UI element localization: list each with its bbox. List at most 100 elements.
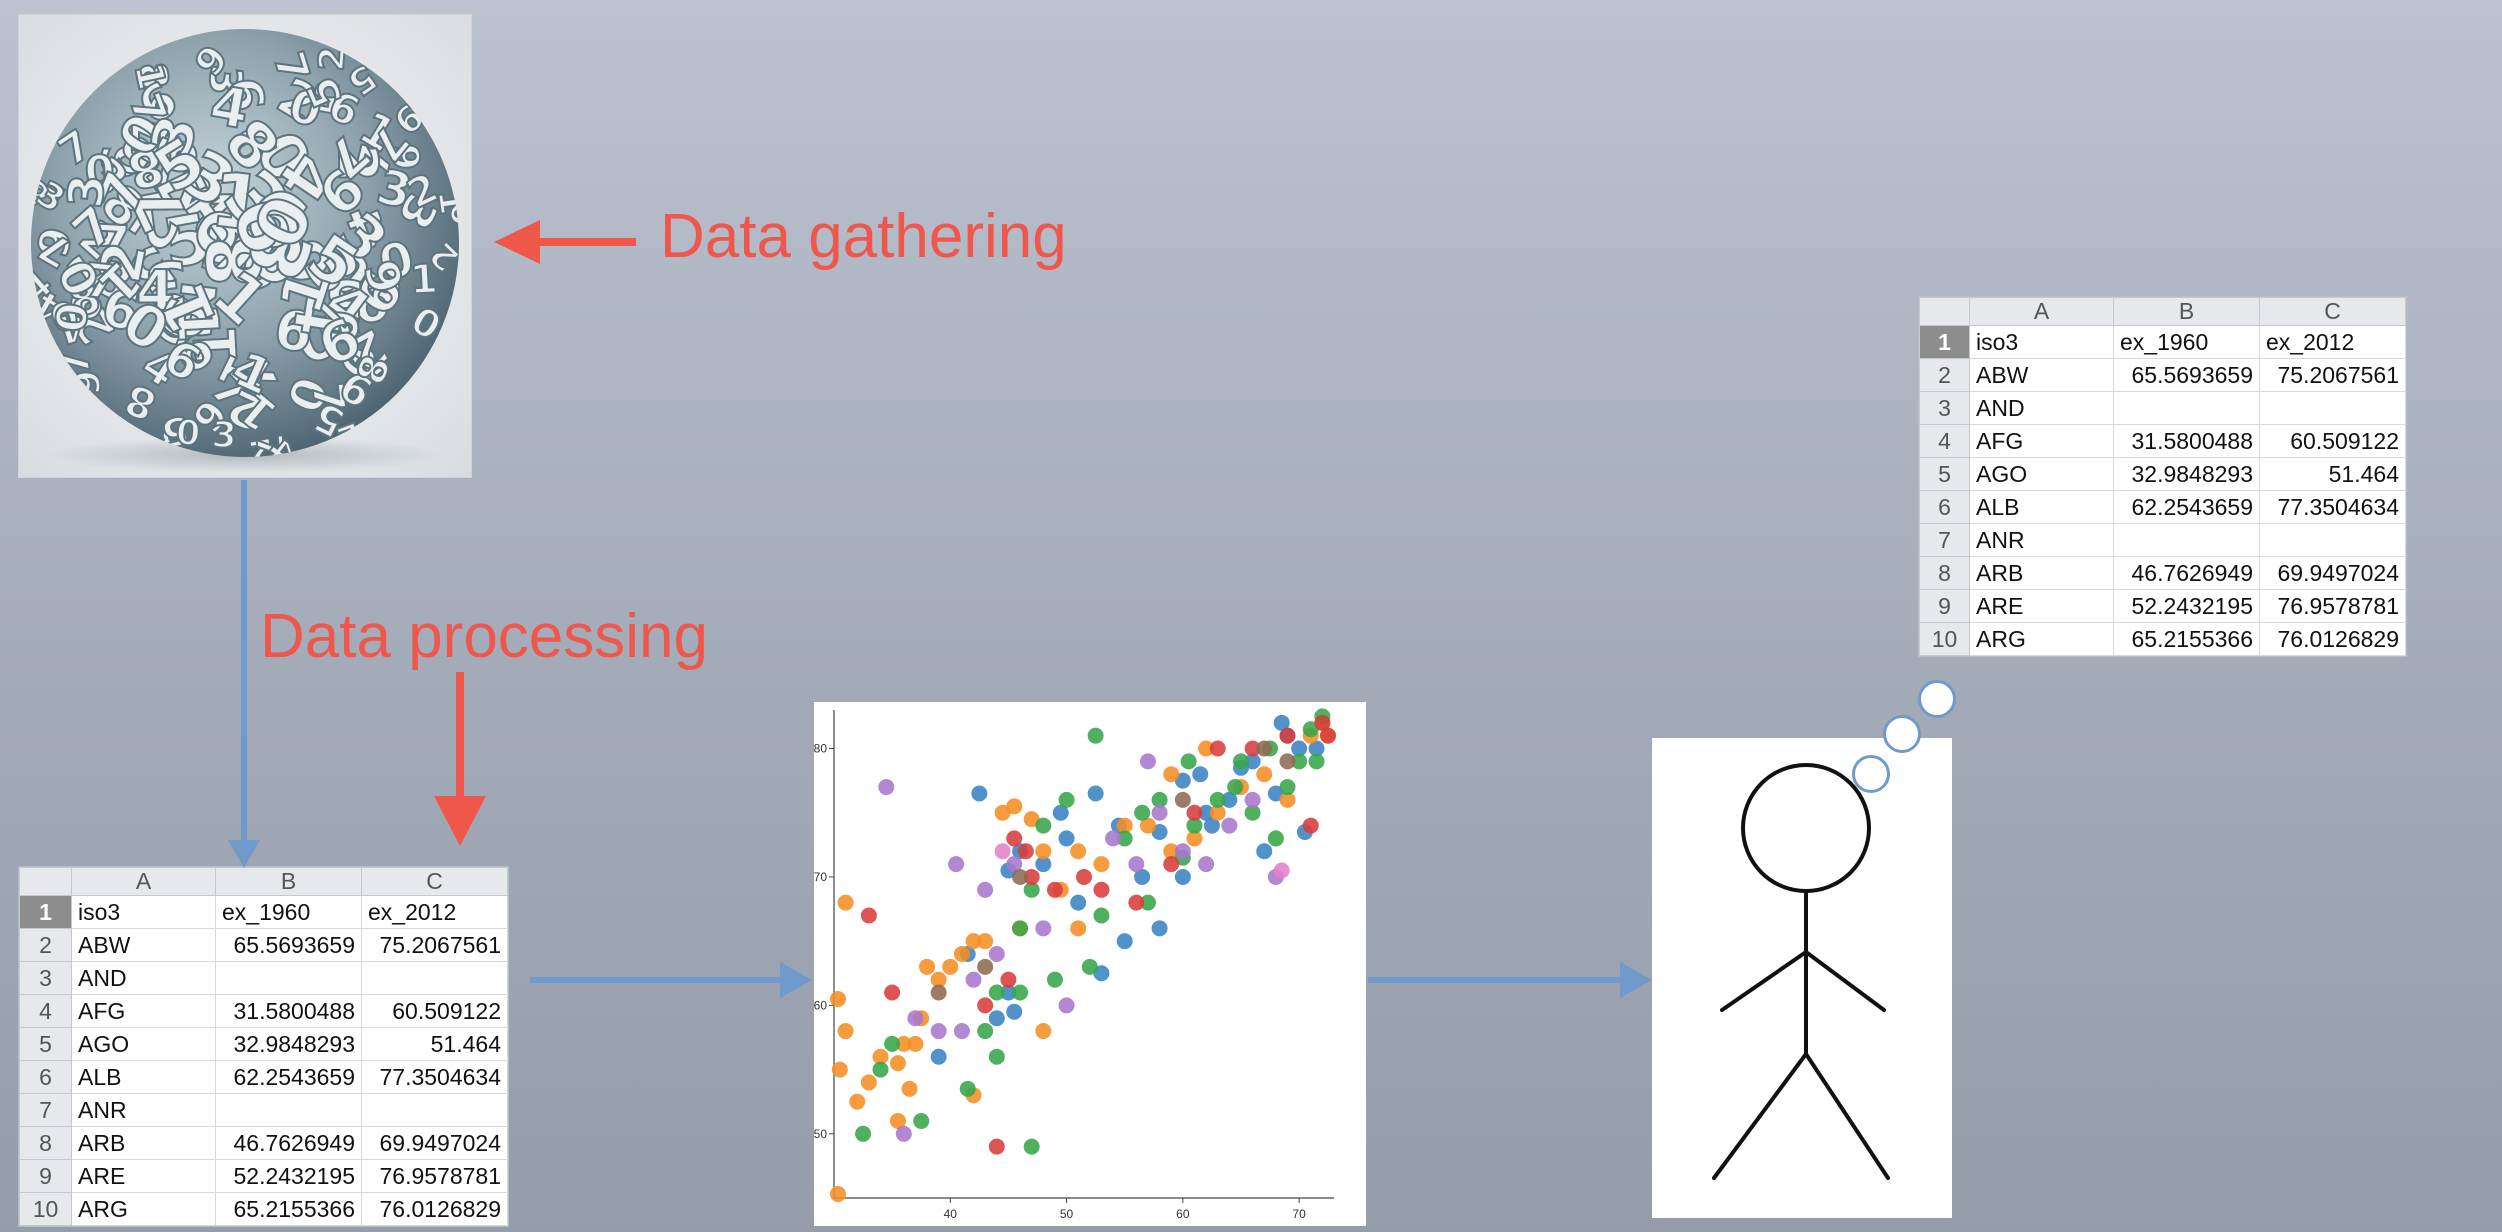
data-point [1134,804,1151,821]
data-point [1093,856,1110,873]
data-point [1151,791,1168,808]
x-tick-label: 70 [1292,1207,1306,1221]
data-point [930,1023,947,1040]
data-point [1256,843,1273,860]
data-gathering-label: Data gathering [660,202,1067,271]
cell-iso3: AND [71,961,216,995]
cell-ex-2012: 77.3504634 [361,1060,508,1094]
data-point [860,1074,877,1091]
data-point [1174,772,1191,789]
data-point [965,933,982,950]
data-point [930,971,947,988]
row-number: 10 [1919,622,1970,656]
ball-digit-glyph: 1 [181,324,251,368]
spreadsheet-table: A B C 1 iso3 ex_1960 ex_2012 2 ABW 65.5693659… [1919,297,2406,656]
row-number: 6 [1919,490,1970,524]
ball-digit-glyph: 0 [46,300,98,334]
data-point [971,785,988,802]
data-point [1093,907,1110,924]
row-number: 3 [1919,391,1970,425]
row-number: 6 [19,1060,72,1094]
row-number: 5 [19,1027,72,1061]
data-point [837,1023,854,1040]
data-point [1006,798,1023,815]
data-point [855,1125,872,1142]
data-point [878,779,895,796]
data-point [988,1138,1005,1155]
data-point [1244,740,1261,757]
row-number: 1 [1919,325,1970,359]
ball-digit-glyph: 3 [141,245,192,322]
row-number: 9 [1919,589,1970,623]
ball-digit-glyph: 6 [384,143,428,170]
thought-bubble-large [1918,680,1956,718]
data-point [1058,791,1075,808]
data-point [1006,1003,1023,1020]
data-point [1198,856,1215,873]
cell-iso3: ARG [1969,622,2114,656]
table-row: 1 iso3 ex_1960 ex_2012 [19,895,508,929]
cell-ex-1960: 46.7626949 [215,1126,362,1160]
data-point [1273,862,1290,879]
data-point [1291,740,1308,757]
ball-digit-glyph: 7 [264,46,319,88]
cell-ex-2012: 60.509122 [2259,424,2406,458]
ball-digit-glyph: 2 [345,268,410,312]
row-number: 3 [19,961,72,995]
data-point [977,1023,994,1040]
cell-ex-2012 [361,961,508,995]
ball-digit-glyph: 3 [58,172,117,210]
data-point [1273,714,1290,731]
thought-bubble-medium [1883,715,1921,753]
data-point [1105,830,1122,847]
table-row: 9 ARE 52.2432195 76.9578781 [19,1159,508,1193]
cell-ex-2012 [361,1093,508,1127]
table-row: 6 ALB 62.2543659 77.3504634 [1919,490,2406,524]
table-row: 2 ABW 65.5693659 75.2067561 [19,928,508,962]
data-point [1186,804,1203,821]
thought-bubble-small [1852,755,1890,793]
x-tick-label: 50 [1060,1207,1074,1221]
data-point [930,984,947,1001]
data-point [953,946,970,962]
cell-ex-2012: 76.9578781 [2259,589,2406,623]
data-point [895,1035,912,1052]
data-point [872,1061,889,1078]
column-header-b: B [215,867,362,896]
cell-ex-1960 [2113,391,2260,425]
data-point [1046,971,1063,988]
data-point [1267,830,1284,847]
data-point [1163,856,1180,873]
cell-ex-1960: 65.2155366 [2113,622,2260,656]
ball-digit-glyph: 1 [409,256,439,303]
cell-iso3: iso3 [1969,325,2114,359]
data-point [1070,843,1087,860]
flow-arrow-table-to-plot [530,962,812,998]
row-number: 9 [19,1159,72,1193]
table-row: 4 AFG 31.5800488 60.509122 [19,994,508,1028]
ball-digit-glyph: 7 [122,118,182,154]
ball-digit-glyph: 7 [82,253,120,311]
data-point [1116,830,1133,847]
cell-ex-2012: 75.2067561 [2259,358,2406,392]
cell-iso3: ANR [71,1093,216,1127]
cell-ex-2012: 76.9578781 [361,1159,508,1193]
ball-digit-glyph: 8 [190,234,279,288]
data-point [977,881,994,898]
data-point [1308,753,1325,770]
data-point [907,1035,924,1052]
ball-digit-glyph: 3 [211,415,238,457]
table-row: 10 ARG 65.2155366 76.0126829 [19,1192,508,1226]
cell-iso3: AGO [1969,457,2114,491]
spreadsheet-table: A B C 1 iso3 ex_1960 ex_2012 2 ABW 65.5693659… [19,867,508,1226]
flow-arrow-down [228,480,260,868]
cell-ex-2012: 76.0126829 [361,1192,508,1226]
row-number: 2 [1919,358,1970,392]
ball-digit-glyph: 7 [301,380,354,415]
data-point [1244,791,1261,808]
row-number: 5 [1919,457,1970,491]
cell-ex-1960: 65.5693659 [2113,358,2260,392]
cell-ex-1960 [2113,523,2260,557]
data-point [1151,920,1168,937]
row-number: 8 [1919,556,1970,590]
